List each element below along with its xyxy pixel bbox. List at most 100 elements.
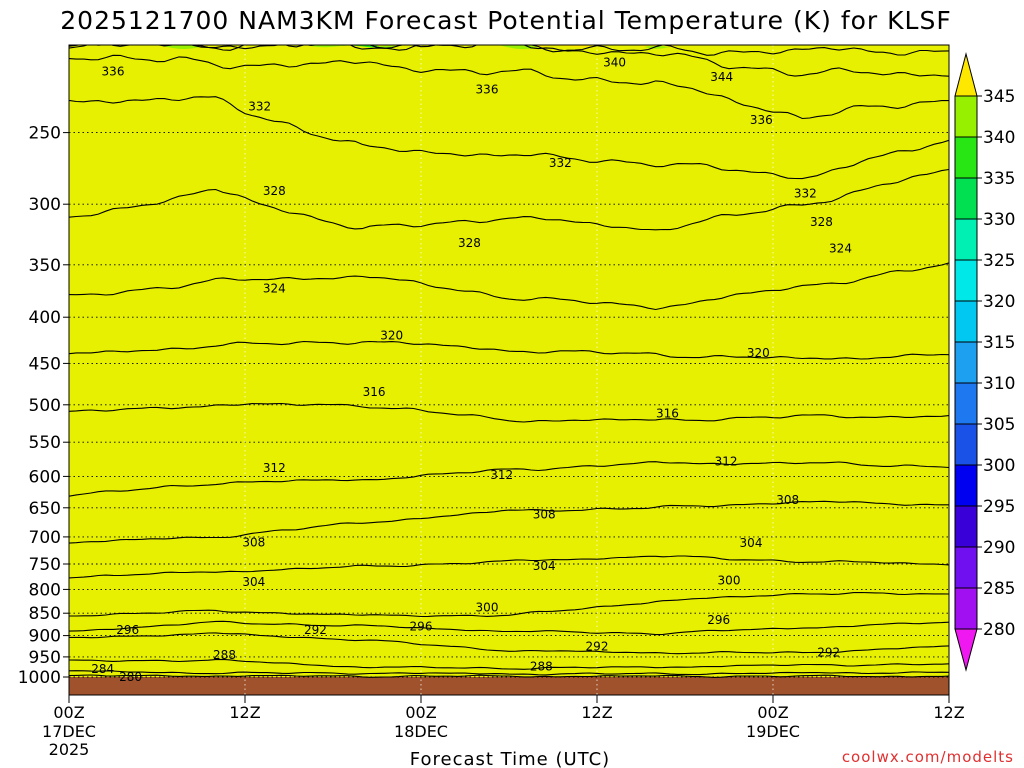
colorbar-tick-label: 285 — [983, 579, 1015, 599]
contour-label: 324 — [829, 242, 852, 256]
contour-label: 312 — [715, 455, 738, 469]
y-tick-label: 500 — [29, 396, 61, 416]
colorbar-swatch — [954, 464, 978, 507]
isentrope-336 — [69, 54, 949, 120]
isentrope-280 — [69, 674, 949, 678]
colorbar-swatch — [954, 587, 978, 630]
colorbar-swatch — [954, 505, 978, 548]
y-tick-label: 850 — [29, 604, 61, 624]
plot-frame — [68, 44, 950, 696]
y-tick-label: 450 — [29, 354, 61, 374]
contour-label: 316 — [363, 385, 386, 399]
x-tick-date: 17DEC — [42, 722, 96, 741]
contour-label: 340 — [603, 55, 626, 69]
ground — [69, 677, 949, 695]
colorbar-swatch — [954, 177, 978, 220]
isentrope-312 — [69, 461, 949, 497]
plot-area — [69, 45, 949, 695]
contour-label: 288 — [530, 659, 553, 673]
colorbar-swatch — [954, 546, 978, 589]
y-tick-label: 350 — [29, 256, 61, 276]
colorbar-swatch — [954, 423, 978, 466]
contour-label: 336 — [102, 65, 125, 79]
colorbar-swatch — [954, 382, 978, 425]
isentrope-324 — [69, 262, 949, 311]
colorbar-tick-label: 325 — [983, 251, 1015, 271]
isentrope-296 — [69, 620, 949, 636]
x-tick-time: 00Z — [405, 703, 436, 722]
isentrope-340 — [69, 45, 949, 77]
y-tick-label: 900 — [29, 627, 61, 647]
colorbar-swatch — [954, 259, 978, 302]
colorbar-tick-label: 280 — [983, 620, 1015, 640]
y-tick-label: 800 — [29, 580, 61, 600]
isentrope-292 — [69, 632, 949, 655]
isentrope-300 — [69, 591, 949, 618]
colorbar: 280 285 290 295 300 305 310 315 320 325 330 335 340 3… — [954, 52, 1015, 672]
isentrope-layer: 336 336 340 344 332 336 332 332 328 328 328 324 324 3… — [69, 45, 949, 684]
y-tick-label: 750 — [29, 555, 61, 575]
contour-label: 324 — [263, 282, 286, 296]
contour-label: 332 — [549, 156, 572, 170]
contour-label: 336 — [750, 113, 773, 127]
colorbar-tick-label: 320 — [983, 292, 1015, 312]
colorbar-tick-label: 310 — [983, 374, 1015, 394]
isentrope-284 — [69, 670, 949, 676]
colorbar-tick-label: 300 — [983, 456, 1015, 476]
contour-label: 304 — [740, 536, 763, 550]
isentrope-308 — [69, 500, 949, 544]
contour-label: 288 — [213, 648, 236, 662]
y-tick-label: 700 — [29, 528, 61, 548]
contour-label: 308 — [533, 507, 556, 521]
colorbar-min-arrow — [954, 628, 978, 672]
theta-band-345 — [69, 45, 949, 695]
contour-label: 292 — [304, 623, 327, 637]
x-tick-year: 2025 — [49, 740, 90, 759]
y-tick-label: 950 — [29, 648, 61, 668]
isentrope-328 — [69, 168, 949, 231]
credit-link[interactable]: coolwx.com/modelts — [842, 748, 1014, 766]
x-tick-time: 12Z — [933, 703, 964, 722]
contour-label: 296 — [410, 619, 433, 633]
contour-label: 284 — [91, 662, 114, 676]
y-tick-label: 250 — [29, 124, 61, 144]
contour-label: 304 — [242, 575, 265, 589]
x-tick-time: 00Z — [53, 703, 84, 722]
x-tick-date: 19DEC — [746, 722, 800, 741]
colorbar-tick-label: 340 — [983, 128, 1015, 148]
colorbar-swatch — [954, 341, 978, 384]
contour-label: 308 — [242, 536, 265, 550]
y-tick-label: 1000 — [18, 668, 61, 688]
contour-label: 296 — [116, 623, 139, 637]
colorbar-max-arrow — [954, 52, 978, 97]
contour-label: 332 — [794, 187, 817, 201]
colorbar-tick-label: 345 — [983, 87, 1015, 107]
contour-label: 332 — [248, 100, 271, 114]
contour-label: 312 — [263, 461, 286, 475]
contour-label: 300 — [476, 601, 499, 615]
contour-label: 296 — [707, 613, 730, 627]
contour-label: 308 — [776, 493, 799, 507]
isentrope-288 — [69, 658, 949, 670]
contour-label: 304 — [533, 559, 556, 573]
contour-label: 328 — [458, 236, 481, 250]
contour-label: 336 — [476, 83, 499, 97]
contour-label: 300 — [718, 573, 741, 587]
x-tick-time: 12Z — [229, 703, 260, 722]
contour-label: 328 — [263, 184, 286, 198]
x-axis-label: Forecast Time (UTC) — [410, 749, 610, 768]
y-tick-label: 600 — [29, 467, 61, 487]
chart-title: 2025121700 NAM3KM Forecast Potential Tem… — [60, 6, 951, 35]
contour-label: 292 — [586, 639, 609, 653]
colorbar-tick-label: 330 — [983, 210, 1015, 230]
isentrope-344 — [69, 45, 949, 56]
y-tick-label: 550 — [29, 433, 61, 453]
isentrope-304 — [69, 555, 949, 579]
colorbar-tick-label: 290 — [983, 538, 1015, 558]
contour-label: 280 — [119, 670, 142, 684]
isentrope-320 — [69, 340, 949, 360]
contour-label: 320 — [747, 346, 770, 360]
y-tick-label: 300 — [29, 195, 61, 215]
